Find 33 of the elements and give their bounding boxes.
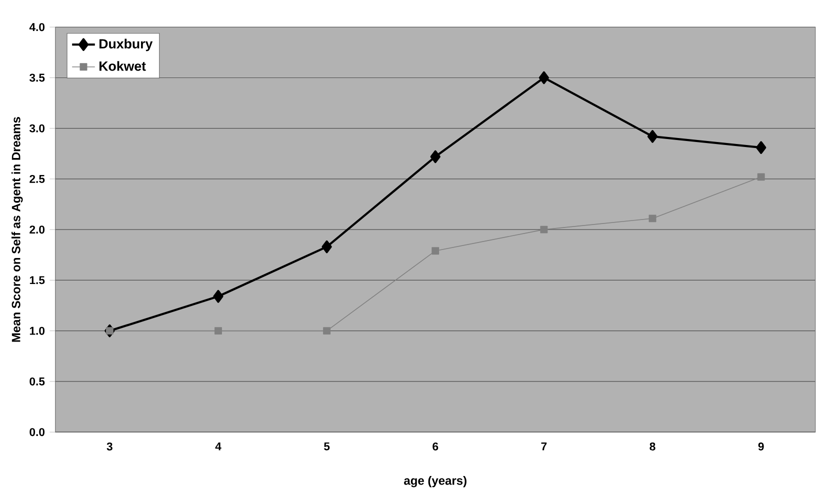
point — [323, 327, 331, 335]
y-tick-label: 0.0 — [30, 428, 45, 436]
x-tick-label: 8 — [650, 442, 656, 451]
y-tick-label: 4.0 — [29, 23, 45, 32]
point — [432, 247, 440, 255]
point — [214, 327, 222, 335]
y-tick-label: 3.5 — [29, 74, 45, 82]
x-tick-label: 6 — [432, 442, 438, 451]
x-tick-label: 9 — [758, 442, 764, 451]
y-tick-label: 0.5 — [30, 378, 45, 386]
legend-label: Duxbury — [100, 38, 153, 52]
point — [648, 214, 656, 222]
point — [106, 327, 114, 335]
y-axis-title: Mean Score on Self as Agent in Dreams — [11, 117, 23, 342]
point — [538, 71, 550, 84]
point — [430, 150, 440, 164]
x-tick-label: 4 — [215, 442, 222, 450]
x-axis-title: age (years) — [404, 476, 466, 488]
x-tick-label: 5 — [324, 442, 330, 451]
point — [647, 130, 658, 143]
point — [756, 141, 766, 154]
point — [540, 226, 548, 234]
point — [322, 240, 332, 254]
point — [213, 290, 224, 303]
x-tick-label: 7 — [541, 442, 547, 450]
y-tick-label: 1.5 — [30, 276, 45, 284]
y-tick-label: 2.0 — [30, 226, 45, 234]
y-tick-label: 1.0 — [30, 326, 45, 335]
x-tick-label: 3 — [106, 442, 112, 451]
y-tick-label: 3.0 — [29, 124, 45, 132]
y-tick-label: 2.5 — [30, 175, 45, 184]
point — [757, 173, 765, 181]
legend-label: Kokwet — [100, 61, 146, 72]
